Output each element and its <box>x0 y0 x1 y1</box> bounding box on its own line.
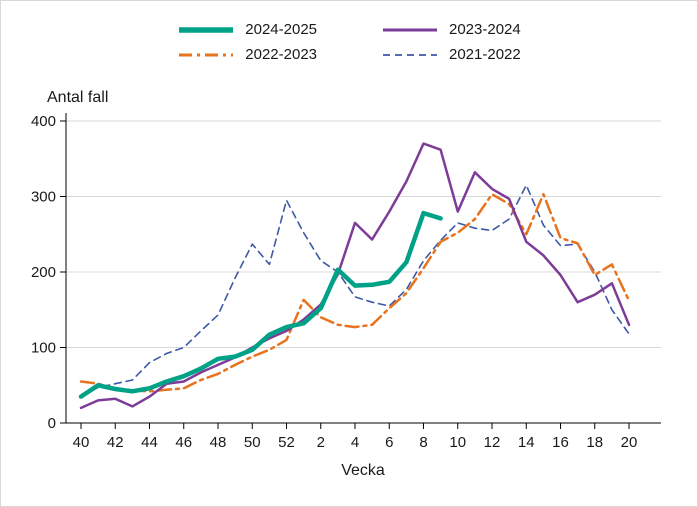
legend-swatch-2023-2024 <box>383 28 437 32</box>
x-axis-title: Vecka <box>341 462 385 479</box>
legend-item-2024-2025: 2024-2025 <box>177 21 317 39</box>
x-tick-label-42: 42 <box>107 434 124 451</box>
x-axis-ticks: 40 42 44 46 48 50 52 2 4 6 8 10 12 14 16 18 20 <box>73 423 638 451</box>
y-tick-label-200: 200 <box>31 264 56 281</box>
legend-item-2021-2022: 2021-2022 <box>381 46 521 64</box>
x-tick-label-52: 52 <box>278 434 295 451</box>
x-tick-label-16: 16 <box>552 434 569 451</box>
legend-swatch-2021-2022 <box>383 54 437 56</box>
series-line-2022-2023 <box>79 192 631 393</box>
y-tick-label-100: 100 <box>31 340 56 357</box>
x-tick-label-44: 44 <box>141 434 158 451</box>
x-tick-label-10: 10 <box>449 434 466 451</box>
legend-swatch-2022-2023 <box>179 53 234 57</box>
x-tick-label-14: 14 <box>518 434 535 451</box>
axes <box>65 113 661 424</box>
y-tick-label-400: 400 <box>31 113 56 130</box>
legend-item-2023-2024: 2023-2024 <box>381 21 521 39</box>
legend-column-2: 2023-2024 2021-2022 <box>381 21 521 79</box>
chart-legend: 2024-2025 2022-2023 2023-2024 2021-2022 <box>1 1 697 79</box>
x-tick-label-20: 20 <box>621 434 638 451</box>
x-tick-label-18: 18 <box>586 434 603 451</box>
x-tick-label-8: 8 <box>419 434 427 451</box>
x-tick-label-48: 48 <box>210 434 227 451</box>
series-line-2024-2025 <box>78 210 443 399</box>
series-line-2021-2022 <box>80 184 630 398</box>
y-tick-label-300: 300 <box>31 189 56 206</box>
y-axis-ticks: 0 100 200 300 400 <box>31 113 66 432</box>
x-tick-label-50: 50 <box>244 434 261 451</box>
grid-lines <box>66 120 661 348</box>
series-line-2023-2024 <box>79 142 631 410</box>
legend-label-2022-2023: 2022-2023 <box>245 46 317 63</box>
legend-label-2021-2022: 2021-2022 <box>449 46 521 63</box>
x-tick-label-2: 2 <box>317 434 325 451</box>
y-tick-label-0: 0 <box>48 415 56 432</box>
legend-column-1: 2024-2025 2022-2023 <box>177 21 317 79</box>
legend-label-2024-2025: 2024-2025 <box>245 21 317 38</box>
legend-swatch-2024-2025 <box>179 27 234 33</box>
legend-item-2022-2023: 2022-2023 <box>177 46 317 64</box>
y-axis-title: Antal fall <box>47 89 109 106</box>
x-tick-label-40: 40 <box>73 434 90 451</box>
x-tick-label-12: 12 <box>484 434 501 451</box>
x-tick-label-6: 6 <box>385 434 393 451</box>
legend-label-2023-2024: 2023-2024 <box>449 21 521 38</box>
x-tick-label-46: 46 <box>175 434 192 451</box>
x-tick-label-4: 4 <box>351 434 359 451</box>
